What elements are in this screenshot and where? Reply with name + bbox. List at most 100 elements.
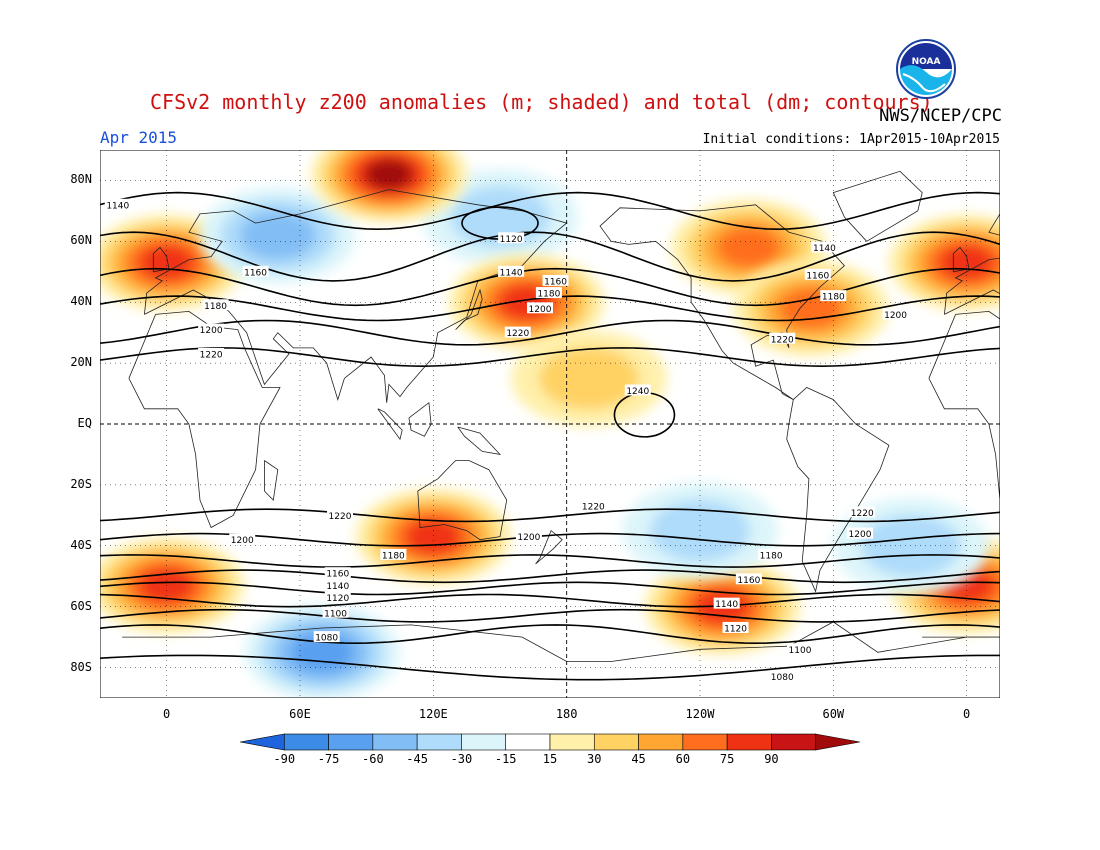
contour-label-box [380, 548, 407, 560]
colorbar-tick-label: -15 [494, 752, 517, 766]
contour-label-text: 1200 [200, 326, 223, 336]
contour-label-text: 1180 [382, 551, 405, 561]
contour-label: 1120 [324, 591, 351, 604]
contour-label: 1220 [849, 506, 876, 519]
coastline [786, 387, 890, 593]
contour-label-box [847, 527, 873, 539]
height-contour [100, 267, 1000, 307]
contour-label-box [769, 670, 796, 682]
anomaly-band [406, 519, 461, 555]
height-contour [100, 581, 1000, 596]
colorbar-tick-label: -75 [317, 752, 340, 766]
colorbar-swatch [372, 733, 418, 751]
contour-label-text: 1200 [517, 533, 540, 543]
contour-label: 1140 [713, 597, 740, 610]
contour-label: 1220 [198, 347, 225, 360]
colorbar-swatch [638, 733, 684, 751]
height-contour [100, 569, 1000, 584]
contour-labels: 1140 1160 1180 1200 1220 1120 1140 1160 1180 1200… [104, 198, 909, 683]
colorbar-swatch [505, 733, 551, 751]
contour-label: 1180 [758, 548, 785, 561]
latitude-label: 60S [70, 598, 92, 613]
contour-label-box [820, 290, 847, 302]
contour-label-box [769, 332, 796, 344]
height-contour [100, 347, 1000, 368]
colorbar-arrow-low [240, 733, 285, 751]
height-contour [100, 593, 1000, 608]
colorbar-tick-label: -90 [273, 752, 296, 766]
colorbar-swatch [726, 733, 772, 751]
contour-label-text: 1140 [500, 268, 523, 278]
contour-label: 1200 [847, 527, 873, 540]
contour-label-text: 1200 [884, 311, 907, 321]
contour-label-text: 1160 [244, 268, 267, 278]
contour-label-box [515, 530, 542, 542]
latitude-label: 20N [70, 355, 92, 370]
contour-label-box [527, 302, 553, 314]
contour-label-box [313, 631, 340, 643]
contour-label-text: 1220 [329, 512, 352, 522]
colorbar-tick-label: -45 [406, 752, 428, 766]
contour-label: 1160 [242, 265, 269, 278]
colorbar-swatch [328, 733, 374, 751]
colorbar-swatch [416, 733, 462, 751]
coastline [455, 288, 483, 330]
contour-label-box [324, 567, 351, 579]
contour-label: 1160 [324, 567, 351, 580]
contour-label: 1120 [722, 621, 749, 634]
month-label: Apr 2015 [100, 128, 178, 147]
contour-label-text: 1220 [851, 509, 874, 519]
colorbar-arrow-high [815, 733, 860, 751]
latitude-label: 40N [70, 294, 92, 309]
contour-label: 1200 [198, 323, 225, 336]
coastline [417, 460, 508, 541]
contour-label-text: 1140 [813, 244, 836, 254]
contour-label-text: 1200 [231, 536, 254, 546]
contour-label-text: 1220 [506, 329, 529, 339]
contour-label: 1220 [327, 509, 353, 522]
contour-label-box [229, 533, 256, 545]
contour-label: 1220 [504, 326, 531, 339]
contour-label-text: 1180 [537, 290, 560, 300]
contour-label-box [535, 287, 562, 299]
longitude-label: 120E [418, 707, 448, 721]
contour-label: 1080 [769, 670, 796, 683]
coastline [377, 408, 403, 441]
height-contours [100, 191, 1000, 681]
contour-label-box [504, 326, 531, 338]
colorbar-swatch [283, 733, 329, 751]
height-contour [100, 191, 1000, 231]
contour-label-text: 1080 [315, 634, 338, 644]
height-contour [100, 608, 1000, 623]
contour-label: 1120 [498, 232, 525, 245]
anomaly-center [310, 150, 467, 223]
initial-conditions-label: Initial conditions: 1Apr2015-10Apr2015 [702, 132, 1000, 147]
contour-label: 1140 [811, 241, 838, 254]
contour-label-box [104, 198, 131, 210]
height-contour [100, 654, 1000, 681]
longitude-label: 0 [163, 707, 171, 721]
contour-label: 1220 [769, 332, 796, 345]
colorbar [240, 733, 860, 751]
contour-label-box [498, 232, 525, 244]
contour-label: 1200 [229, 533, 256, 546]
contour-label-box [735, 573, 762, 585]
anomaly-band [861, 514, 962, 577]
anomaly-band [239, 211, 316, 260]
coastline [599, 204, 845, 400]
colorbar-tick-label: 60 [675, 752, 691, 766]
longitude-label: 120W [685, 707, 715, 721]
graticule [100, 150, 1000, 698]
latitude-label: 80S [70, 659, 92, 674]
height-contour [100, 554, 1000, 568]
latitude-label: 60N [70, 233, 92, 248]
contour-label-text: 1120 [326, 594, 349, 604]
latitude-label: 20S [70, 476, 92, 491]
contour-label: 1180 [535, 287, 562, 300]
contour-label-box [327, 509, 353, 521]
contour-label-box [202, 299, 229, 311]
longitude-label: 0 [963, 707, 971, 721]
contour-label: 1100 [322, 606, 349, 619]
coastline [122, 621, 1000, 662]
contour-label-box [324, 591, 351, 603]
